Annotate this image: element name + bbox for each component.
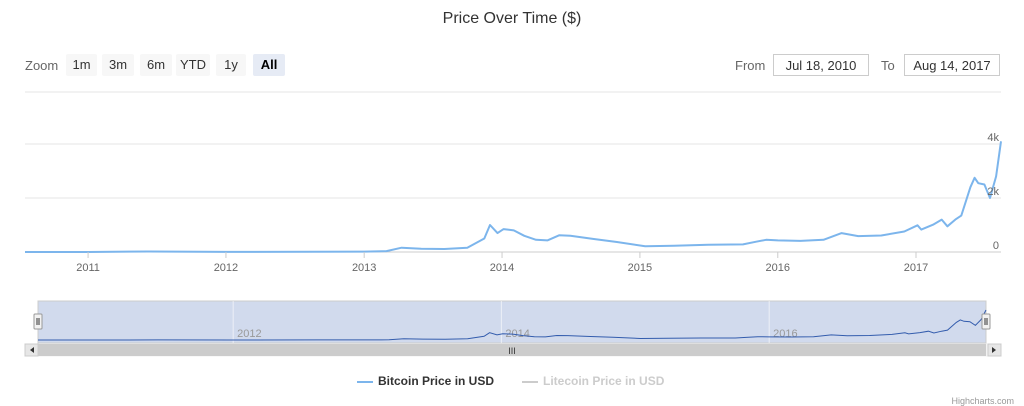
- scrollbar-thumb[interactable]: [38, 344, 986, 356]
- bitcoin-price-line: [25, 141, 1002, 253]
- main-plot-area: [25, 141, 1002, 253]
- x-tick-label: 2016: [766, 262, 790, 274]
- navigator-left-handle[interactable]: [33, 313, 43, 330]
- zoom-6m-button[interactable]: 6m: [140, 54, 172, 76]
- legend-litecoin-label: Litecoin Price in USD: [543, 374, 665, 388]
- scrollbar-grip: III: [508, 346, 516, 356]
- x-tick-label: 2011: [76, 262, 100, 274]
- to-date-input[interactable]: Aug 14, 2017: [904, 54, 1000, 76]
- navigator-label: 2012: [237, 328, 261, 340]
- legend-litecoin-swatch: [522, 380, 538, 383]
- x-axis: 2011 2012 2013 2014 2015 2016 2017: [76, 252, 928, 274]
- to-label: To: [881, 58, 895, 73]
- legend-bitcoin-swatch: [357, 380, 373, 383]
- navigator-right-handle[interactable]: [981, 313, 991, 330]
- y-axis: 0 2k 4k: [987, 132, 999, 252]
- scroll-left-icon: [30, 347, 34, 353]
- from-date-input[interactable]: Jul 18, 2010: [773, 54, 869, 76]
- y-tick-label: 0: [993, 240, 999, 252]
- zoom-3m-button[interactable]: 3m: [102, 54, 134, 76]
- y-tick-label: 2k: [987, 186, 999, 198]
- zoom-1y-button[interactable]: 1y: [216, 54, 246, 76]
- scroll-right-icon: [992, 347, 996, 353]
- from-label: From: [735, 58, 766, 73]
- zoom-all-button[interactable]: All: [253, 54, 285, 76]
- navigator[interactable]: 2012 2014 2016 III: [24, 300, 1002, 357]
- x-tick-label: 2014: [490, 262, 514, 274]
- x-tick-label: 2012: [214, 262, 238, 274]
- legend-bitcoin-label: Bitcoin Price in USD: [378, 374, 495, 388]
- zoom-ytd-button[interactable]: YTD: [176, 54, 210, 76]
- zoom-1m-button[interactable]: 1m: [66, 54, 97, 76]
- chart-title: Price Over Time ($): [442, 10, 582, 27]
- legend-item-bitcoin[interactable]: Bitcoin Price in USD: [357, 374, 494, 388]
- grid-lines: [25, 91, 1001, 253]
- navigator-label: 2014: [505, 328, 529, 340]
- x-tick-label: 2013: [352, 262, 376, 274]
- x-tick-label: 2015: [628, 262, 652, 274]
- zoom-label: Zoom: [25, 58, 59, 73]
- navigator-series-line: [38, 309, 987, 341]
- credits-link[interactable]: Highcharts.com: [951, 396, 1014, 406]
- y-tick-label: 4k: [987, 132, 999, 144]
- x-tick-label: 2017: [904, 262, 928, 274]
- navigator-label: 2016: [773, 328, 797, 340]
- legend-item-litecoin[interactable]: Litecoin Price in USD: [522, 374, 664, 388]
